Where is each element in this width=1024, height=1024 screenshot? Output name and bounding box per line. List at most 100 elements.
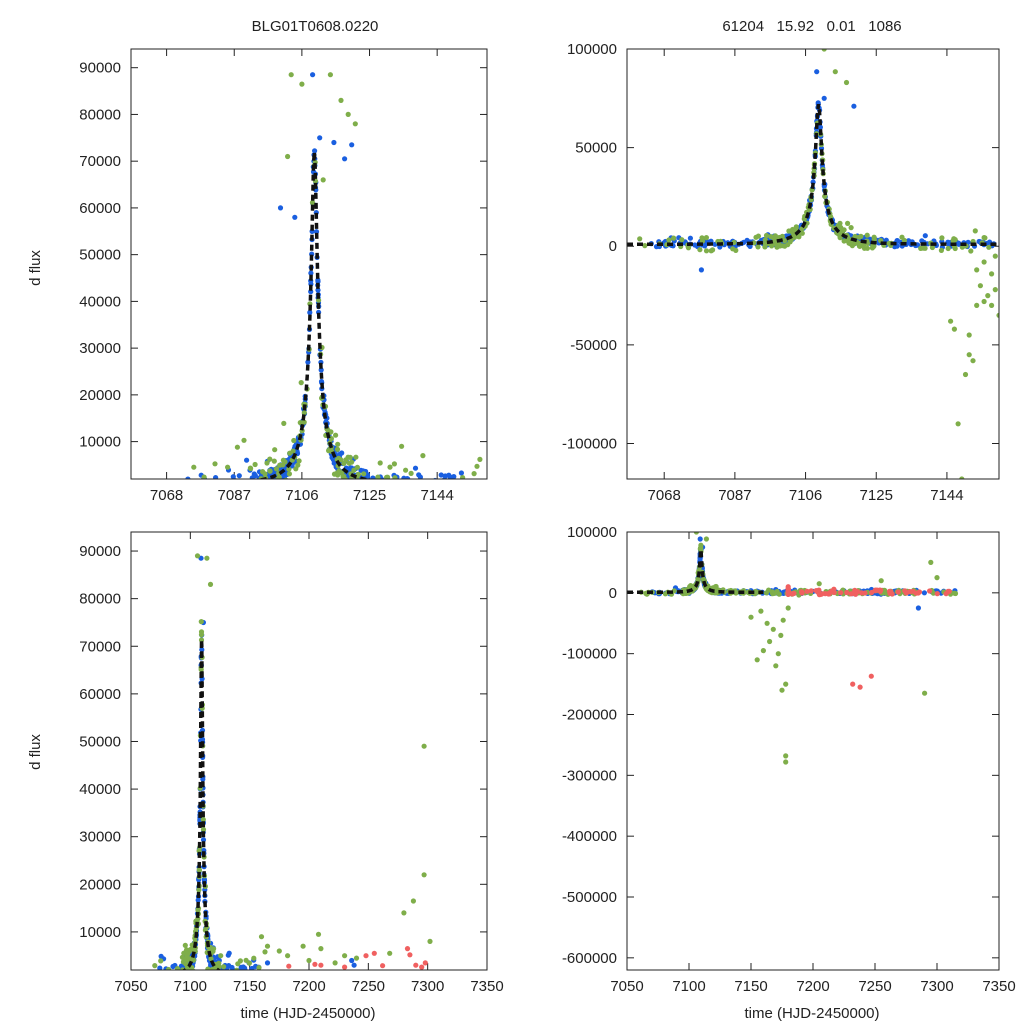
- title-right: 61204 15.92 0.01 1086: [722, 18, 901, 35]
- data-point: [458, 494, 463, 499]
- data-point: [697, 556, 703, 562]
- data-point: [184, 972, 189, 977]
- data-point: [200, 817, 206, 823]
- data-point: [679, 237, 685, 243]
- xtick-label: 7125: [353, 487, 386, 504]
- data-point: [363, 953, 369, 959]
- data-point: [264, 960, 271, 966]
- data-point: [338, 97, 344, 103]
- data-point: [165, 966, 172, 970]
- data-point: [945, 245, 951, 252]
- data-point: [342, 964, 348, 970]
- data-point: [412, 499, 417, 504]
- data-point: [815, 589, 821, 595]
- data-point: [238, 973, 243, 978]
- data-point: [934, 575, 940, 581]
- data-point: [232, 971, 237, 976]
- xtick-label: 7050: [114, 978, 147, 995]
- data-point: [754, 657, 760, 663]
- data-point: [687, 235, 694, 241]
- data-point: [265, 478, 268, 479]
- data-point: [844, 589, 850, 596]
- data-point: [256, 965, 262, 970]
- data-point: [158, 958, 164, 964]
- data-point: [225, 464, 231, 470]
- data-point: [698, 546, 704, 552]
- data-point: [386, 487, 391, 492]
- data-point: [352, 121, 358, 127]
- data-point: [218, 953, 224, 959]
- data-point: [438, 472, 444, 478]
- data-point: [166, 975, 171, 980]
- data-point: [403, 467, 409, 473]
- data-point: [986, 244, 992, 250]
- data-point: [198, 667, 204, 673]
- data-point: [697, 536, 703, 542]
- panel-bottom-left: 10000 20000 30000 40000 50000 60000 70000 80000…: [79, 531, 504, 995]
- data-point: [996, 312, 999, 318]
- ytick-label: 40000: [79, 293, 121, 310]
- data-point: [184, 481, 189, 486]
- data-point: [264, 482, 269, 487]
- data-point: [410, 898, 416, 904]
- data-point: [160, 971, 165, 976]
- ytick-label: 30000: [79, 340, 121, 357]
- data-point: [161, 969, 164, 970]
- data-point: [408, 470, 414, 476]
- data-point: [234, 479, 239, 484]
- data-point: [161, 969, 163, 970]
- xtick-label: 7087: [218, 487, 251, 504]
- data-point: [783, 759, 789, 765]
- xtick-label: 7250: [858, 978, 891, 995]
- ytick-label: 30000: [79, 829, 121, 846]
- data-point: [264, 460, 270, 466]
- data-point: [351, 467, 357, 473]
- data-point: [267, 493, 272, 498]
- xtick-label: 7144: [420, 487, 453, 504]
- ytick-label: -100000: [562, 646, 617, 663]
- data-point: [332, 960, 338, 966]
- data-point: [216, 976, 221, 981]
- ytick-label: -300000: [562, 767, 617, 784]
- data-point: [427, 938, 433, 945]
- data-point: [758, 608, 764, 614]
- data-point: [258, 934, 265, 940]
- data-point: [260, 482, 265, 487]
- data-point: [185, 970, 190, 975]
- data-point: [974, 302, 980, 308]
- data-point: [247, 971, 252, 976]
- data-point: [213, 976, 218, 981]
- data-point: [438, 479, 443, 484]
- data-point: [922, 690, 928, 696]
- ytick-label: 20000: [79, 387, 121, 404]
- data-point: [211, 481, 216, 486]
- ytick-label: 90000: [79, 543, 121, 560]
- data-point: [345, 500, 350, 505]
- data-point: [237, 971, 242, 976]
- data-point: [305, 359, 311, 365]
- data-point: [982, 235, 988, 241]
- data-point: [220, 978, 225, 983]
- ytick-label: -50000: [570, 337, 617, 354]
- data-point: [385, 474, 391, 479]
- series-blue: [184, 72, 464, 493]
- data-point: [401, 488, 406, 493]
- data-point: [209, 488, 214, 493]
- xtick-label: 7200: [796, 978, 829, 995]
- data-point: [992, 287, 998, 293]
- data-point: [671, 235, 677, 241]
- data-point: [272, 447, 278, 453]
- data-point: [966, 352, 972, 358]
- xtick-label: 7150: [233, 978, 266, 995]
- data-point: [207, 581, 214, 588]
- plot-frame: [626, 48, 1000, 480]
- series-green: [191, 72, 483, 505]
- data-point: [335, 441, 341, 447]
- data-point: [230, 474, 236, 479]
- xtick-label: 7200: [292, 978, 325, 995]
- data-point: [198, 619, 204, 625]
- data-point: [829, 588, 835, 594]
- ytick-label: 10000: [79, 924, 121, 941]
- data-point: [779, 687, 785, 693]
